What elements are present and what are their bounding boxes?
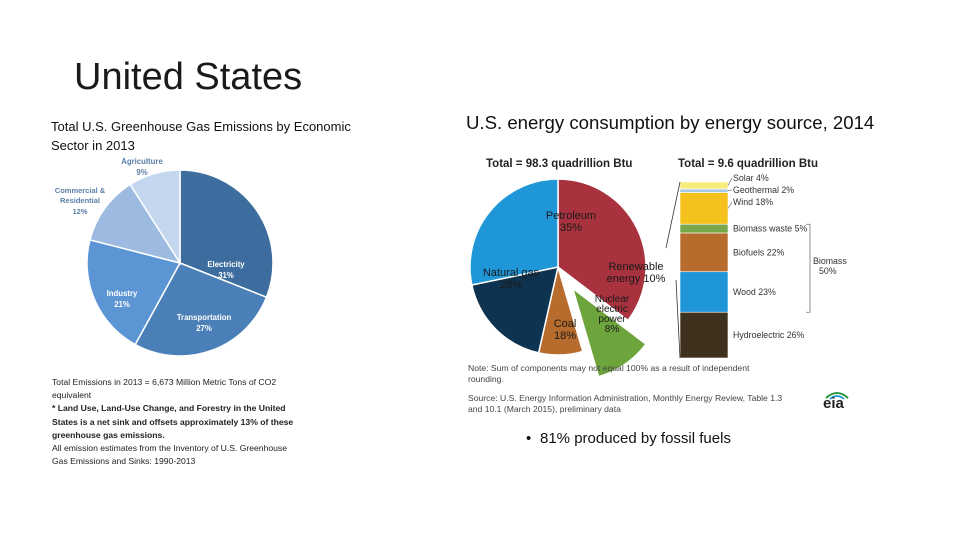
energy-label-petroleum-value: 35% [560, 222, 582, 234]
renewable-bar-hydroelectric [679, 311, 729, 359]
pie-slice-industry [86, 238, 182, 346]
leader-geothermal [727, 189, 733, 192]
ghg-note-line: All emission estimates from the Inventor… [52, 443, 287, 454]
energy-label-nuclear-name: power [598, 314, 626, 325]
energy-label-natural-gas-name: Natural gas [483, 267, 540, 279]
pie-value-industry: 21% [114, 300, 130, 309]
ghg-chart-title: Total U.S. Greenhouse Gas Emissions by E… [51, 119, 351, 153]
energy-slice-renewable-energy [571, 286, 648, 378]
ghg-note-line: greenhouse gas emissions. [52, 429, 165, 440]
pie-slice-commercial-residential [89, 183, 182, 265]
renewable-bar-solar [679, 181, 729, 190]
energy-note-line: and 10.1 (March 2015), preliminary data [468, 404, 621, 414]
biomass-group-label: Biomass [813, 256, 847, 266]
energy-slice-coal [470, 266, 559, 354]
energy-label-nuclear-value: 8% [605, 324, 620, 335]
renewable-bar-wood [679, 271, 729, 313]
slide-title: United States [74, 56, 303, 98]
energy-chart-title: U.S. energy consumption by energy source… [466, 112, 875, 133]
ghg-notes: Total Emissions in 2013 = 6,673 Million … [52, 376, 342, 468]
energy-label-renewable-energy-name: Renewable [608, 261, 663, 273]
renewable-label-hydroelectric: Hydroelectric 26% [733, 330, 805, 340]
eia-logo-icon [825, 392, 849, 400]
bullet-point: • 81% produced by fossil fuels [526, 428, 790, 449]
energy-label-petroleum-name: Petroleum [546, 210, 596, 222]
renewable-label-solar: Solar 4% [733, 173, 769, 183]
pie-label-agriculture: Agriculture [121, 157, 163, 166]
pie-label-transportation: Transportation [177, 313, 232, 322]
energy-slice-natural-gas [469, 178, 559, 286]
renewable-bar-biofuels [679, 232, 729, 273]
energy-total-label: Total = 98.3 quadrillion Btu [486, 158, 632, 170]
energy-note-line: Note: Sum of components may not equal 10… [468, 363, 750, 373]
ghg-note-line: * Land Use, Land-Use Change, and Forestr… [52, 403, 286, 414]
ghg-note-line: Gas Emissions and Sinks: 1990-2013 [52, 456, 196, 467]
pie-value-agriculture: 9% [136, 168, 147, 177]
renewable-label-biomass-waste: Biomass waste 5% [733, 224, 807, 234]
biomass-bracket [806, 223, 811, 313]
renewable-label-wood: Wood 23% [733, 287, 776, 297]
connector-top [665, 181, 681, 249]
renewable-label-geothermal: Geothermal 2% [733, 185, 794, 195]
energy-label-nuclear-name: electric [596, 304, 628, 315]
ghg-pie-chart: Electricity 31% Transportation 27% Industry 2… [55, 157, 274, 357]
energy-note-line: rounding. [468, 374, 504, 384]
renewable-label-wind: Wind 18% [733, 197, 773, 207]
renewable-bar-biomass-waste [679, 223, 729, 234]
renewable-bar-wind [679, 192, 729, 225]
energy-label-coal-name: Coal [554, 318, 577, 330]
renewable-bar-geothermal [679, 188, 729, 193]
bullet-marker: • [526, 430, 532, 447]
energy-note-line: Source: U.S. Energy Information Administ… [468, 393, 783, 403]
energy-slice-petroleum [557, 178, 647, 322]
energy-label-natural-gas-value: 28% [500, 279, 522, 291]
energy-label-nuclear-name: Nuclear [595, 294, 630, 305]
eia-logo-text: eia [823, 395, 844, 412]
energy-label-coal-value: 18% [554, 330, 576, 342]
energy-pie-chart: Total = 98.3 quadrillion Btu Total = 9.6 … [469, 158, 847, 378]
ghg-note-line: equivalent [52, 390, 92, 401]
pie-label-electricity: Electricity [207, 260, 245, 269]
pie-value-electricity: 31% [218, 271, 234, 280]
pie-value-commercial-residential: 12% [72, 207, 87, 216]
biomass-group-value: 50% [819, 266, 837, 276]
leader-solar [727, 177, 733, 186]
eia-logo: eia [820, 390, 854, 412]
pie-label-industry: Industry [107, 289, 138, 298]
energy-notes: Note: Sum of components may not equal 10… [468, 363, 828, 415]
pie-slice-electricity [179, 169, 274, 299]
renewable-label-biofuels: Biofuels 22% [733, 247, 785, 257]
pie-value-transportation: 27% [196, 324, 212, 333]
leader-wind [727, 201, 733, 209]
ghg-note-line: Total Emissions in 2013 = 6,673 Million … [52, 377, 277, 387]
renewable-total-label: Total = 9.6 quadrillion Btu [678, 158, 818, 170]
energy-label-renewable-energy-value: energy 10% [607, 273, 666, 285]
bullet-text: 81% produced by fossil fuels [540, 430, 731, 447]
pie-slice-agriculture [129, 169, 181, 266]
ghg-note-line: States is a net sink and offsets approxi… [52, 416, 294, 427]
pie-label-residential: Residential [60, 196, 100, 205]
connector-bottom [675, 279, 681, 359]
pie-label-commercial: Commercial & [55, 186, 106, 195]
